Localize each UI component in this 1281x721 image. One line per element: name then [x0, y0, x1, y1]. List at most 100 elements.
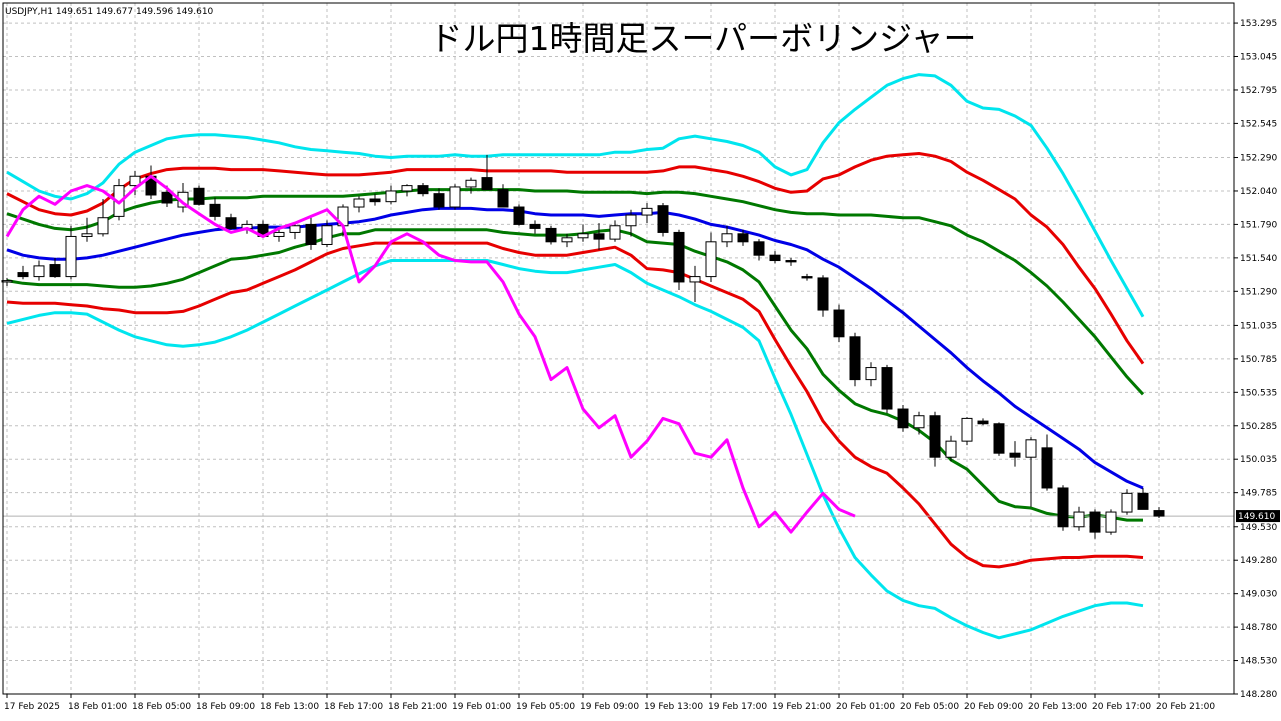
candle-body: [81, 233, 93, 237]
band-line-1: [6, 152, 1145, 365]
candle-body: [1089, 511, 1101, 533]
candle-body: [17, 272, 29, 278]
time-tick-label: 18 Feb 13:00: [260, 702, 319, 712]
candle-body: [529, 223, 541, 229]
band-line-6: [6, 259, 1144, 640]
candle-body: [785, 260, 797, 263]
chart-title: ドル円1時間足スーパーボリンジャー: [429, 19, 976, 58]
price-tick-label: 150.285: [1240, 422, 1277, 432]
time-tick-label: 19 Feb 05:00: [516, 702, 575, 712]
time-tick-label: 20 Feb 21:00: [1156, 702, 1215, 712]
candle-body: [369, 198, 381, 203]
candle-body: [833, 309, 845, 338]
candle-body: [769, 254, 781, 262]
candle-body: [561, 237, 573, 243]
time-tick-label: 20 Feb 01:00: [836, 702, 895, 712]
candle-body: [657, 205, 669, 233]
time-tick-label: 18 Feb 09:00: [196, 702, 255, 712]
candle-body: [321, 225, 333, 245]
candle-body: [129, 175, 141, 187]
candle-body: [721, 233, 733, 243]
candle-body: [945, 440, 957, 458]
candle-body: [49, 264, 61, 278]
candle-body: [977, 420, 989, 425]
time-tick-label: 19 Feb 13:00: [644, 702, 703, 712]
candle-body: [1137, 492, 1149, 510]
price-tick-label: 149.030: [1240, 590, 1277, 600]
candle-body: [353, 198, 365, 208]
price-tick-label: 150.785: [1240, 355, 1277, 365]
candle-body: [465, 179, 477, 188]
candle-body: [449, 186, 461, 208]
price-tick-label: 152.795: [1240, 86, 1277, 96]
price-tick-label: 152.040: [1240, 187, 1277, 197]
candle-body: [737, 233, 749, 243]
candles: [1, 154, 1165, 539]
price-tick-label: 149.530: [1240, 523, 1277, 533]
candle-body: [993, 423, 1005, 454]
candle-body: [689, 276, 701, 283]
candle-body: [625, 214, 637, 227]
price-tick-label: 153.045: [1240, 53, 1277, 63]
band-line-2: [6, 188, 1145, 396]
candle-body: [593, 233, 605, 240]
candle-body: [225, 217, 237, 229]
candle-body: [673, 231, 685, 283]
candle-body: [1073, 511, 1085, 528]
candle-body: [865, 367, 877, 381]
candle-body: [161, 191, 173, 204]
candle-body: [577, 233, 589, 239]
price-tick-label: 148.780: [1240, 623, 1277, 633]
time-tick-label: 18 Feb 17:00: [324, 702, 383, 712]
time-tick-label: 19 Feb 17:00: [708, 702, 767, 712]
symbol-info: USDJPY,H1 149.651 149.677 149.596 149.61…: [5, 7, 214, 17]
price-tick-label: 149.280: [1240, 556, 1277, 566]
price-tick-label: 151.290: [1240, 287, 1277, 297]
time-axis: 17 Feb 2025 18 Feb 01:00 18 Feb 05:00 18 Fe…: [4, 694, 1215, 712]
candle-body: [1121, 492, 1133, 513]
chikou-span: [5, 174, 856, 534]
plot-frame: [2, 2, 1235, 695]
candle-body: [497, 189, 509, 208]
band-line-3: [6, 206, 1144, 490]
candle-body: [913, 415, 925, 429]
candle-body: [305, 223, 317, 245]
candle-body: [609, 225, 621, 240]
candle-body: [65, 235, 77, 278]
time-tick-label: 18 Feb 01:00: [68, 702, 127, 712]
price-tick-label: 148.530: [1240, 657, 1277, 667]
price-axis: 153.295 153.045 152.795 152.545 152.290 152.0…: [1234, 19, 1280, 700]
candle-body: [641, 207, 653, 216]
candle-body: [1, 280, 13, 283]
candle-body: [1105, 511, 1117, 533]
time-tick-label: 18 Feb 21:00: [388, 702, 447, 712]
bands: [3, 73, 1234, 640]
price-tick-label: 150.035: [1240, 455, 1277, 465]
price-tick-label: 153.295: [1240, 19, 1277, 29]
candle-body: [961, 417, 973, 442]
candle-body: [97, 217, 109, 235]
candle-body: [1057, 487, 1069, 528]
candle-body: [433, 193, 445, 208]
price-tick-label: 151.035: [1240, 321, 1277, 331]
candle-body: [849, 336, 861, 381]
time-tick-label: 17 Feb 2025: [4, 702, 60, 712]
candle-body: [1041, 447, 1053, 489]
time-tick-label: 19 Feb 21:00: [772, 702, 831, 712]
candle-body: [1025, 439, 1037, 458]
time-tick-label: 18 Feb 05:00: [132, 702, 191, 712]
candle-body: [193, 187, 205, 205]
price-tick-label: 149.785: [1240, 489, 1277, 499]
candle-body: [401, 185, 413, 192]
price-tick-label: 151.540: [1240, 254, 1277, 264]
candle-body: [705, 241, 717, 278]
price-tick-label: 152.545: [1240, 119, 1277, 129]
band-line-4: [6, 228, 1143, 522]
grid: [3, 3, 1234, 695]
chikou-line: [5, 174, 856, 534]
candle-body: [481, 177, 493, 191]
candle-body: [1009, 452, 1021, 458]
band-line-0: [6, 73, 1145, 318]
